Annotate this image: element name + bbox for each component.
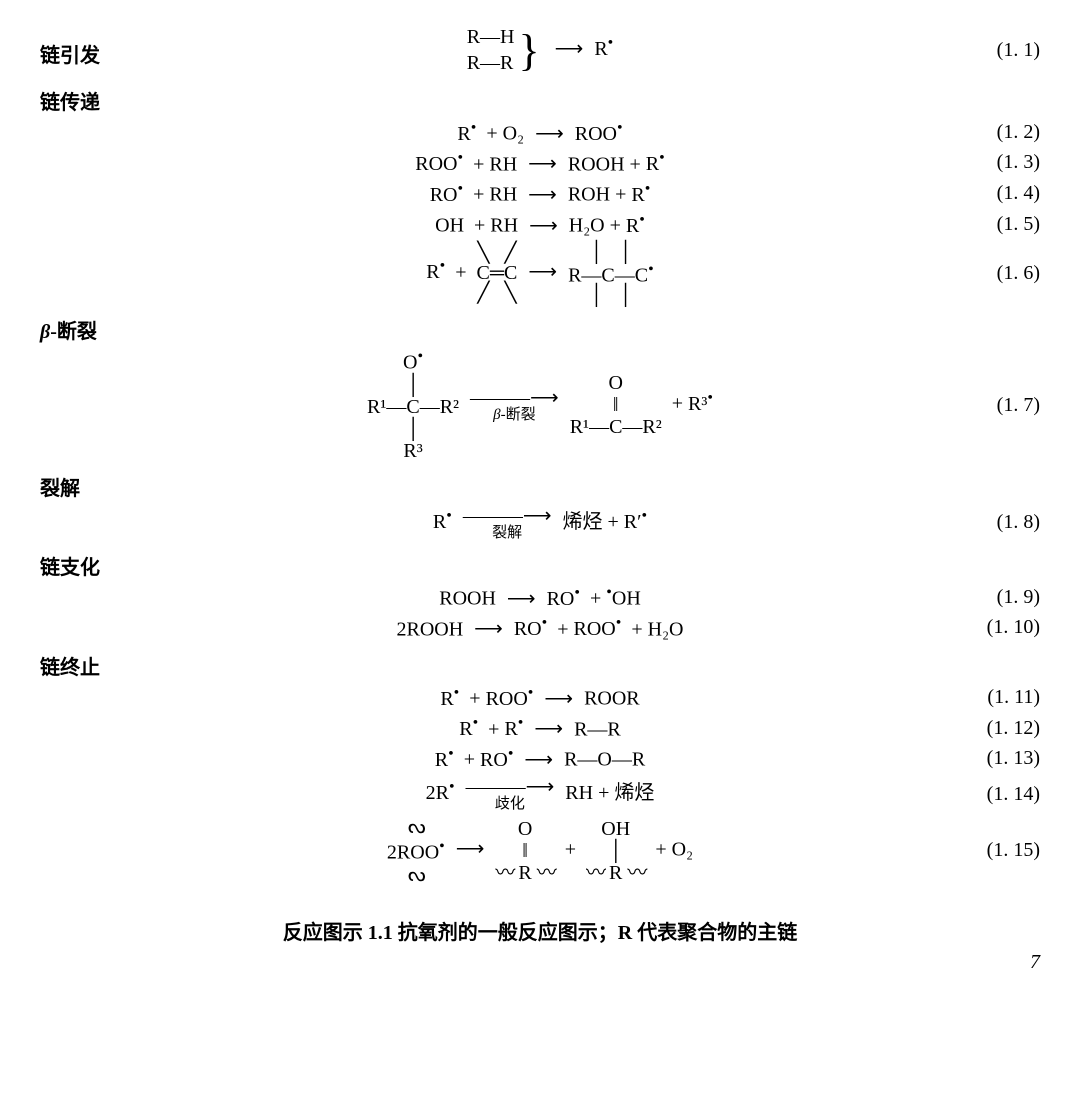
eqnum-1-12: (1. 12) [940,717,1040,740]
section-propagation: 链传递 [40,86,1040,115]
eqnum-1-9: (1. 9) [940,586,1040,609]
arrow-icon: ⟶ [544,686,573,711]
arrow-icon: ———⟶ [470,388,559,408]
section-branching: 链支化 [40,551,1040,580]
eqnum-1-8: (1. 8) [940,511,1040,534]
arrow-icon: ⟶ [474,616,503,641]
figure-caption: 反应图示 1.1 抗氧剂的一般反应图示；R 代表聚合物的主链 [40,916,1040,945]
eqnum-1-11: (1. 11) [940,686,1040,709]
eq-1-6: R• + ╲ ╱ C═C ╱ ╲ ⟶ │ │ R—C—C• │ │ [140,242,940,306]
eqnum-1-15: (1. 15) [940,839,1040,862]
eqnum-1-1: (1. 1) [940,39,1040,62]
eq-1-15: ᔓ 2ROO• ᔓ ⟶ O‖ 〰 R 〰 + OH│ 〰 R 〰 + O₂ [140,816,940,886]
eq-1-13: R• + RO• ⟶ R—O—R [140,745,940,772]
text-rh: R—H [467,26,515,48]
arrow-icon: ⟶ [507,586,536,611]
eqnum-1-4: (1. 4) [940,182,1040,205]
arrow-icon: ⟶ [555,36,584,61]
arrow-icon: ⟶ [535,121,564,146]
eqnum-1-5: (1. 5) [940,213,1040,236]
arrow-icon: ⟶ [529,213,558,238]
eq-1-1: R—H R—R } ⟶ R• [140,24,940,76]
text-rr: R—R [467,52,514,74]
eqnum-1-7: (1. 7) [940,394,1040,417]
arrow-icon: ⟶ [456,836,485,861]
section-cracking: 裂解 [40,472,1040,501]
eq-1-10: 2ROOH ⟶ RO• + ROO• + H₂O [140,615,940,642]
arrow-icon: ⟶ [534,716,563,741]
eqnum-1-14: (1. 14) [940,783,1040,806]
arrow-icon: ⟶ [528,151,557,176]
section-termination: 链终止 [40,651,1040,680]
eqnum-1-2: (1. 2) [940,121,1040,144]
eq-1-7: O• │ R¹—C—R² │ R³ ———⟶ β-β-断裂断裂 O ‖ R¹—C… [140,348,940,462]
section-beta-scission: β-β-断裂断裂 [40,315,1040,344]
eqnum-1-13: (1. 13) [940,747,1040,770]
eq-1-2: R• + O₂ ⟶ ROO• [140,119,940,146]
arrow-icon: ———⟶ [466,777,555,797]
eq-1-5: OH + RH ⟶ H₂O + R• [140,211,940,238]
eqnum-1-3: (1. 3) [940,151,1040,174]
arrow-icon: ⟶ [528,182,557,207]
eq-1-4: RO• + RH ⟶ ROH + R• [140,180,940,207]
arrow-icon: ———⟶ [463,506,552,526]
eqnum-1-10: (1. 10) [940,616,1040,639]
section-initiation: 链引发 [40,39,140,68]
arrow-icon: ⟶ [528,259,557,284]
page-number: 7 [40,951,1040,974]
right-brace-icon: } [519,25,540,76]
eq-1-9: ROOH ⟶ RO• + •OH [140,584,940,611]
text-r-rad: R [594,38,607,60]
eq-1-3: ROO• + RH ⟶ ROOH + R• [140,150,940,177]
eq-1-12: R• + R• ⟶ R—R [140,715,940,742]
eq-1-8: R• ———⟶ 裂解 烯烃 + R′• [140,505,940,541]
eqnum-1-6: (1. 6) [940,262,1040,285]
eq-1-11: R• + ROO• ⟶ ROOR [140,684,940,711]
eq-1-14: 2R• ———⟶ 歧化 RH + 烯烃 [140,776,940,812]
arrow-icon: ⟶ [524,747,553,772]
